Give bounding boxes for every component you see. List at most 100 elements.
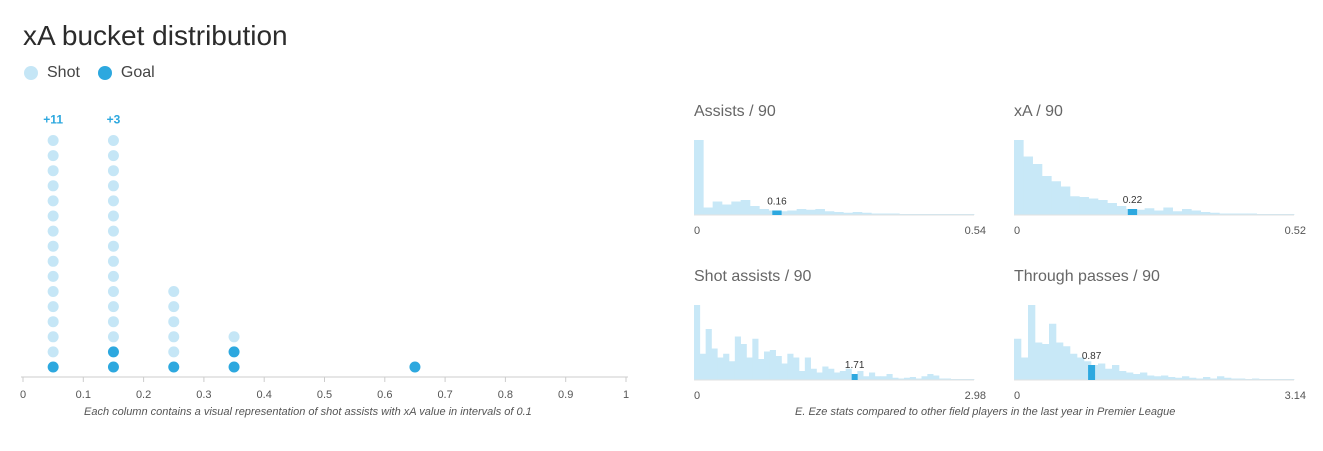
- left-caption: Each column contains a visual representa…: [84, 406, 532, 418]
- goal-dot[interactable]: [228, 361, 240, 373]
- histogram-bar: [1161, 375, 1169, 380]
- shot-dot[interactable]: [47, 316, 59, 328]
- hist-title-shot-assists: Shot assists / 90: [694, 268, 812, 285]
- histogram-bar: [1147, 375, 1155, 380]
- shot-dot[interactable]: [168, 346, 180, 358]
- histogram-bar: [1107, 203, 1117, 215]
- histogram-bar: [1023, 156, 1033, 215]
- shot-dot[interactable]: [47, 240, 59, 252]
- shot-dot[interactable]: [228, 331, 240, 343]
- shot-dot[interactable]: [107, 255, 119, 267]
- histogram-bar: [722, 204, 732, 215]
- shot-dot[interactable]: [47, 301, 59, 313]
- histogram-bar: [1051, 181, 1061, 215]
- histogram-bar: [781, 363, 788, 380]
- legend-item-shot[interactable]: Shot: [24, 64, 80, 82]
- shot-dot[interactable]: [107, 150, 119, 162]
- goal-dot[interactable]: [107, 361, 119, 373]
- histogram-bar: [1077, 357, 1085, 380]
- shot-dot[interactable]: [47, 255, 59, 267]
- histogram-bar: [778, 211, 788, 215]
- shot-dot[interactable]: [107, 286, 119, 297]
- histogram-bar: [880, 376, 887, 380]
- shot-dot[interactable]: [107, 301, 119, 313]
- xa-histogram: 0.22 0 0.52: [1014, 140, 1306, 237]
- histogram-bar: [740, 200, 751, 215]
- shot-dot[interactable]: [107, 165, 119, 177]
- histogram-bar: [775, 356, 782, 380]
- x-tick-label: 0.8: [498, 389, 513, 400]
- shot-dot[interactable]: [47, 195, 59, 207]
- histogram-bar: [822, 366, 829, 380]
- shot-dot[interactable]: [47, 346, 59, 358]
- shot-dot[interactable]: [47, 150, 59, 162]
- shot-dot[interactable]: [168, 301, 180, 313]
- histogram-bar: [1042, 176, 1052, 215]
- player-value-label: 0.87: [1082, 351, 1102, 362]
- shot-dot[interactable]: [47, 331, 59, 343]
- player-value-marker[interactable]: [1088, 365, 1096, 380]
- histogram-bar: [703, 207, 713, 215]
- histogram-bar: [796, 209, 807, 215]
- x-max-label: 2.98: [965, 390, 986, 402]
- hist-title-assists: Assists / 90: [694, 103, 776, 120]
- player-value-marker[interactable]: [772, 210, 782, 216]
- histogram-bar: [904, 377, 911, 380]
- hist-title-xa: xA / 90: [1014, 103, 1063, 120]
- x-tick-label: 0.2: [136, 389, 151, 400]
- shot-dot[interactable]: [47, 165, 59, 177]
- legend-item-goal[interactable]: Goal: [97, 64, 155, 82]
- histogram-bar: [871, 213, 881, 215]
- shot-dot[interactable]: [47, 270, 59, 282]
- x-tick-label: 0.3: [196, 389, 211, 400]
- histogram-bar: [1217, 376, 1225, 380]
- goal-dot[interactable]: [228, 346, 240, 358]
- shot-dot[interactable]: [107, 195, 119, 207]
- shot-dot[interactable]: [47, 135, 59, 146]
- shot-dot[interactable]: [168, 286, 180, 297]
- goal-dot[interactable]: [47, 361, 59, 373]
- shot-dot[interactable]: [107, 210, 119, 222]
- shot-dot[interactable]: [47, 210, 59, 222]
- goal-dot[interactable]: [168, 361, 180, 373]
- goal-dot[interactable]: [409, 361, 421, 373]
- histogram-bar: [1247, 213, 1257, 215]
- overflow-count-label: +3: [107, 113, 121, 127]
- player-value-marker[interactable]: [1127, 209, 1138, 215]
- histogram-bar: [898, 378, 905, 380]
- through-passes-histogram: 0.87 0 3.14: [1014, 305, 1306, 402]
- histogram-bar: [1140, 372, 1148, 380]
- shot-dot[interactable]: [107, 270, 119, 282]
- histogram-bar: [1238, 378, 1246, 380]
- histogram-bar: [824, 211, 835, 215]
- histogram-bar: [699, 353, 706, 380]
- histogram-bar: [1203, 377, 1211, 380]
- histogram-bar: [769, 350, 776, 380]
- player-value-marker[interactable]: [851, 374, 858, 380]
- shot-dot[interactable]: [107, 331, 119, 343]
- shot-dot[interactable]: [168, 331, 180, 343]
- shot-dot[interactable]: [107, 135, 119, 146]
- shot-dot[interactable]: [47, 180, 59, 192]
- histogram-bar: [793, 357, 800, 380]
- x-min-label: 0: [1014, 390, 1020, 402]
- shot-dot[interactable]: [168, 316, 180, 328]
- shot-dot[interactable]: [47, 225, 59, 237]
- x-min-label: 0: [694, 225, 700, 237]
- histogram-bar: [1119, 371, 1127, 380]
- shot-dot[interactable]: [107, 316, 119, 328]
- histogram-bar: [1032, 164, 1043, 215]
- histogram-bar: [787, 210, 797, 215]
- histogram-bar: [1163, 207, 1173, 215]
- shot-dot[interactable]: [107, 180, 119, 192]
- histogram-bar: [1228, 213, 1239, 215]
- histogram-bar: [1182, 376, 1190, 380]
- histogram-bar: [1028, 305, 1036, 380]
- shot-dot[interactable]: [107, 225, 119, 237]
- goal-dot[interactable]: [107, 346, 119, 358]
- shot-dot[interactable]: [107, 240, 119, 252]
- histogram-bar: [1014, 140, 1024, 215]
- shot-dot[interactable]: [47, 286, 59, 297]
- histogram-bar: [740, 344, 747, 380]
- histogram-bar: [939, 378, 946, 380]
